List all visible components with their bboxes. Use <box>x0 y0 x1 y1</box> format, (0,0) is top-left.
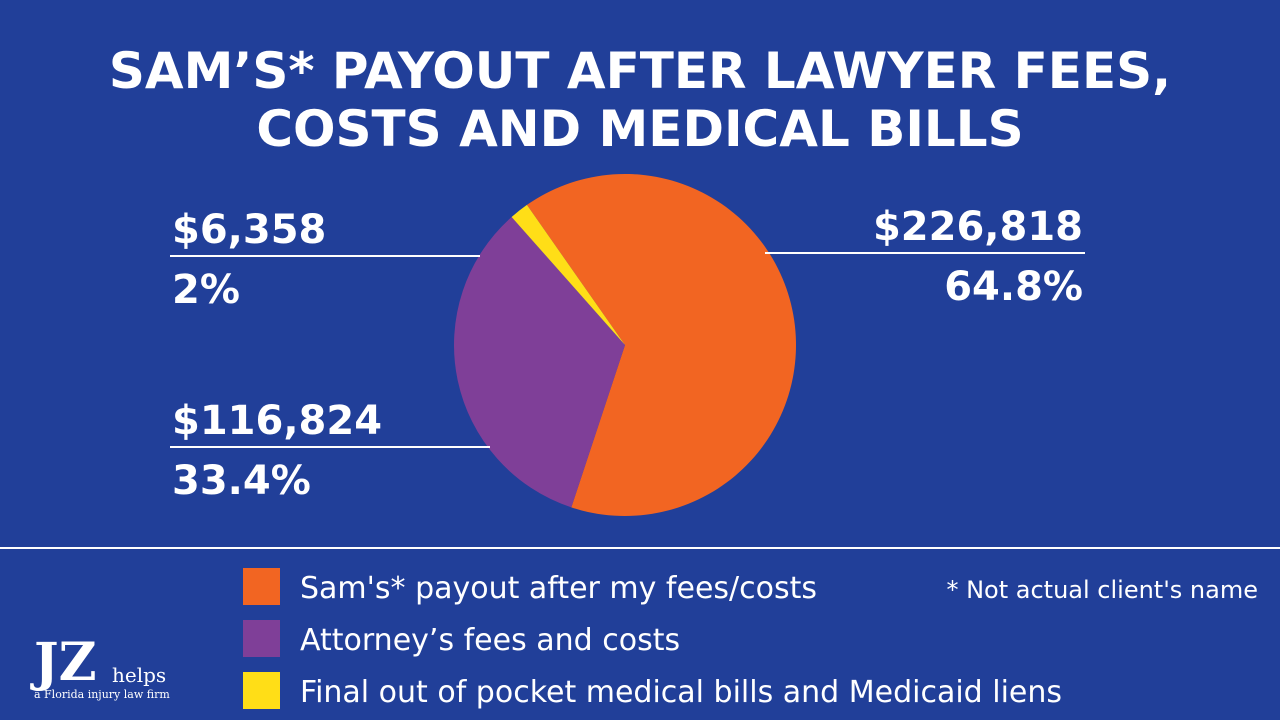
pie-slice <box>526 174 796 517</box>
legend-label: Sam's* payout after my fees/costs <box>300 571 817 606</box>
pie-slice <box>511 204 625 345</box>
value-label: $6,358 <box>172 207 326 253</box>
title-line: SAM’S* PAYOUT AFTER LAWYER FEES, <box>109 42 1171 100</box>
pie-slice <box>454 217 625 508</box>
percent-label: 2% <box>172 267 240 313</box>
logo-mark: JZ <box>30 632 97 693</box>
percent-label: 33.4% <box>172 458 311 504</box>
legend-label: Final out of pocket medical bills and Me… <box>300 675 1062 710</box>
footnote: * Not actual client's name <box>946 576 1258 604</box>
percent-label: 64.8% <box>944 264 1083 310</box>
legend-swatch <box>243 568 280 605</box>
legend-label: Attorney’s fees and costs <box>300 623 680 658</box>
title-line: COSTS AND MEDICAL BILLS <box>256 100 1023 158</box>
legend-swatch <box>243 620 280 657</box>
legend-swatch <box>243 672 280 709</box>
value-label: $116,824 <box>172 398 382 444</box>
logo-tagline: a Florida injury law firm <box>34 688 170 701</box>
value-label: $226,818 <box>873 204 1083 250</box>
logo-word: helps <box>112 663 166 687</box>
